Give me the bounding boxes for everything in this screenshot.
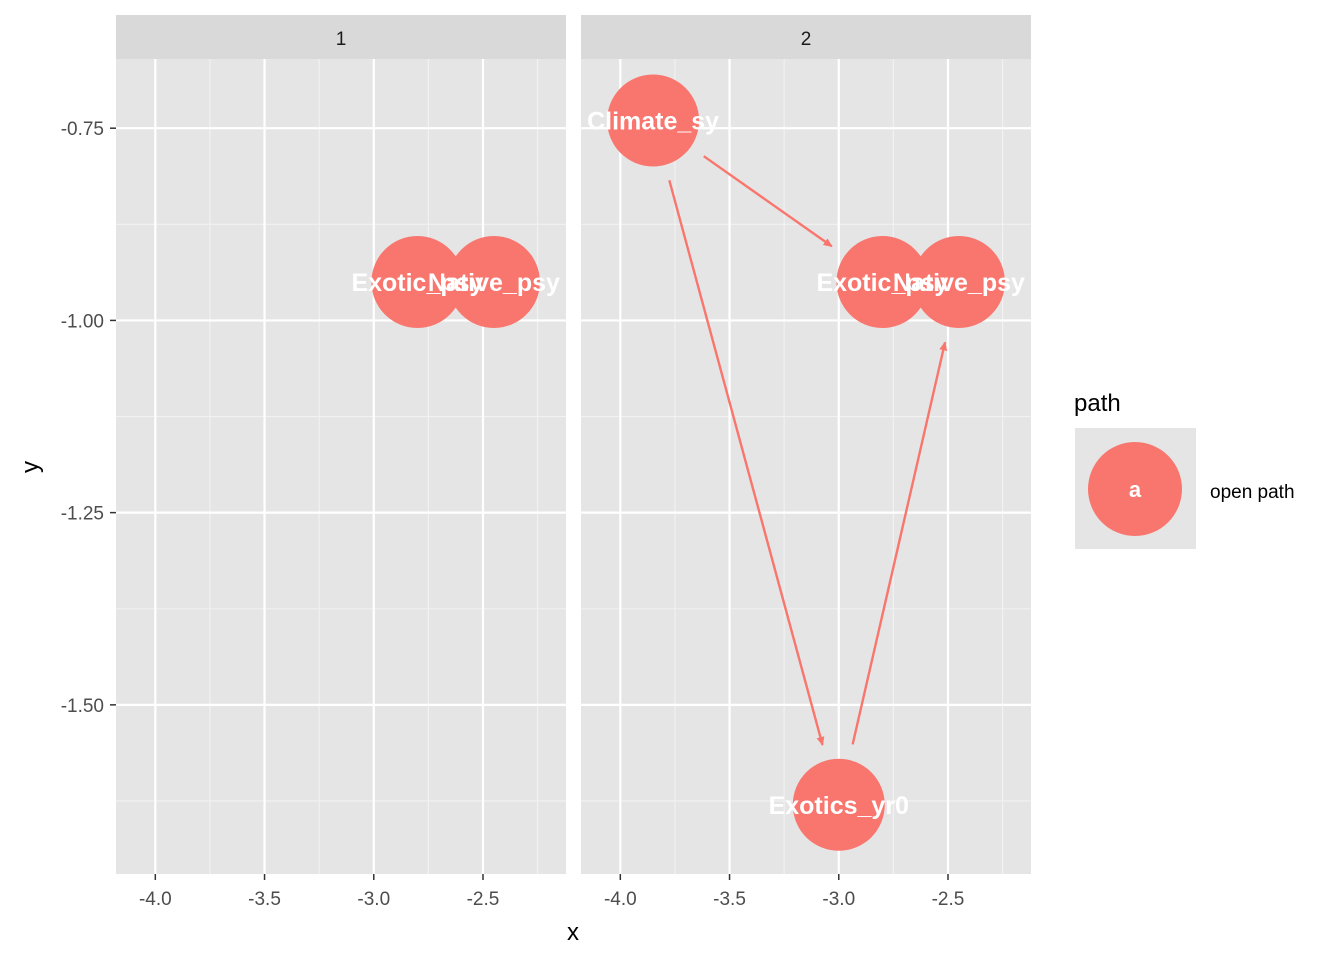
- edge-Climate_sy-to-Exotic_psy: [703, 155, 833, 248]
- x-tick-label: -4.0: [604, 889, 637, 910]
- panel-background: [116, 59, 566, 874]
- legend-title: path: [1074, 390, 1121, 417]
- node-Exotics_yr0: [792, 758, 885, 851]
- y-tick-label: -0.75: [61, 119, 104, 140]
- facet-strip: [116, 15, 566, 59]
- node-Native_psy: [912, 235, 1005, 328]
- y-tick-label: -1.50: [61, 696, 104, 717]
- x-axis-title: x: [567, 919, 579, 946]
- node-Exotic_psy: [371, 235, 464, 328]
- x-tick-label: -2.5: [467, 889, 500, 910]
- edge-Exotics_yr0-to-Native_psy: [851, 341, 948, 745]
- node-label-Native_psy: Native_psy: [428, 269, 560, 297]
- node-label-Exotics_yr0: Exotics_yr0: [769, 792, 909, 820]
- y-tick-label: -1.25: [61, 504, 104, 525]
- node-label-Exotic_psy: Exotic_psy: [351, 269, 483, 297]
- legend: path a open path: [1074, 390, 1295, 549]
- x-tick-label: -2.5: [932, 889, 965, 910]
- x-tick-label: -3.0: [357, 889, 390, 910]
- edge-Climate_sy-to-Exotics_yr0: [668, 180, 825, 746]
- legend-key-node: [1088, 442, 1182, 536]
- y-axis: -0.75 -1.00 -1.25 -1.50: [61, 119, 116, 717]
- x-tick-label: -3.5: [248, 889, 281, 910]
- node-label-Native_psy: Native_psy: [893, 269, 1025, 297]
- facet-strip-label: 2: [801, 29, 812, 50]
- legend-key-label: a: [1129, 477, 1142, 502]
- facet-strip: [581, 15, 1031, 59]
- y-tick-label: -1.00: [61, 311, 104, 332]
- legend-entry-label: open path: [1210, 482, 1295, 503]
- node-Climate_sy: [607, 74, 700, 167]
- facet-panel-2: 2 -4.0 -3.5 -3.0 -2.5 Climate_sy Exotic_psyNat…: [581, 15, 1031, 910]
- x-tick-label: -4.0: [139, 889, 172, 910]
- x-tick-label: -3.5: [713, 889, 746, 910]
- y-axis-title: y: [17, 461, 44, 473]
- facet-strip-label: 1: [336, 29, 347, 50]
- panels-layer: 1-4.0 -3.5 -3.0 -2.5Exotic_psyNative_psy2-4…: [116, 15, 1031, 910]
- node-Native_psy: [447, 235, 540, 328]
- x-tick-label: -3.0: [822, 889, 855, 910]
- node-Exotic_psy: [836, 235, 929, 328]
- node-label-Exotic_psy: Exotic_psy: [816, 269, 948, 297]
- panel-background: [581, 59, 1031, 874]
- node-label-Climate_sy: Climate_sy: [587, 108, 719, 136]
